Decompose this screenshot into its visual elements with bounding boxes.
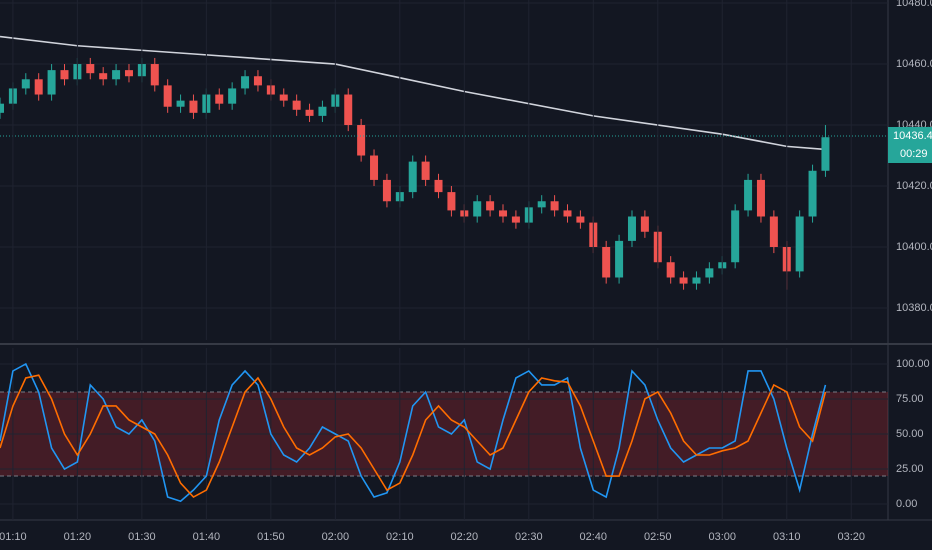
last-price-label: 10436.4 [893,130,932,142]
candle-body [382,179,391,202]
last-price-box [888,127,932,145]
x-tick-label: 02:40 [580,531,608,543]
x-tick-label: 02:00 [322,531,350,543]
candle-body [21,79,30,89]
y-tick-label: 10460.0 [896,58,932,70]
candle-body [692,277,701,284]
candle-body [744,179,753,211]
candle-body [241,76,250,89]
y-tick-label: 75.00 [896,393,924,405]
candle-body [370,155,379,180]
candle-body [292,100,301,110]
candle-body [511,216,520,223]
candle-body [189,100,198,113]
series-line [0,374,827,499]
x-tick-label: 01:40 [193,531,221,543]
candle-body [176,100,185,107]
candle-body [821,137,830,171]
candle-body [640,216,649,232]
candle-body [447,192,456,211]
countdown-label: 00:29 [900,148,928,160]
candle-body [0,103,4,113]
candle-body [408,161,417,193]
candle-body [602,246,611,278]
candle-body [344,94,353,126]
candle-body [705,268,714,278]
candle-body [615,240,624,278]
y-tick-label: 10480.0 [896,0,932,9]
x-tick-label: 03:20 [837,531,865,543]
candle-body [150,64,159,86]
candle-body [86,64,95,74]
candle-body [808,170,817,217]
y-tick-label: 25.00 [896,463,924,475]
candle-body [215,94,224,104]
candle-body [99,73,108,80]
candle-body [473,201,482,217]
candle-body [318,106,327,116]
candle-body [627,216,636,241]
x-tick-label: 02:10 [386,531,414,543]
x-tick-label: 01:50 [257,531,285,543]
y-tick-label: 100.00 [896,358,930,370]
candle-body [499,210,508,217]
candle-body [563,210,572,217]
candle-body [47,70,56,95]
candle-body [112,70,121,80]
x-tick-label: 01:20 [64,531,92,543]
candle-body [124,70,133,77]
candle-body [253,76,262,86]
x-tick-label: 02:20 [451,531,479,543]
countdown-box [888,145,932,163]
x-tick-label: 02:30 [515,531,543,543]
y-tick-label: 0.00 [896,498,917,510]
candle-body [731,210,740,263]
candle-body [769,216,778,247]
candle-body [305,109,314,116]
y-tick-label: 50.00 [896,428,924,440]
candle-body [550,201,559,211]
candle-body [486,201,495,211]
candle-body [434,179,443,193]
candle-body [279,94,288,101]
candle-body [163,85,172,107]
candle-body [34,79,43,95]
y-tick-label: 10400.0 [896,241,932,253]
x-tick-label: 01:30 [128,531,156,543]
candle-body [228,88,237,104]
candle-body [357,125,366,156]
candle-body [679,277,688,284]
candle-body [537,201,546,208]
candle-body [576,216,585,223]
candle-body [421,161,430,180]
x-tick-label: 02:50 [644,531,672,543]
y-tick-label: 10380.0 [896,302,932,314]
candle-body [666,262,675,278]
candle-body [756,179,765,217]
candle-body [60,70,69,80]
x-tick-label: 03:00 [709,531,737,543]
x-tick-label: 01:10 [0,531,27,543]
candle-body [795,216,804,272]
x-tick-label: 03:10 [773,531,801,543]
y-tick-label: 10420.0 [896,180,932,192]
